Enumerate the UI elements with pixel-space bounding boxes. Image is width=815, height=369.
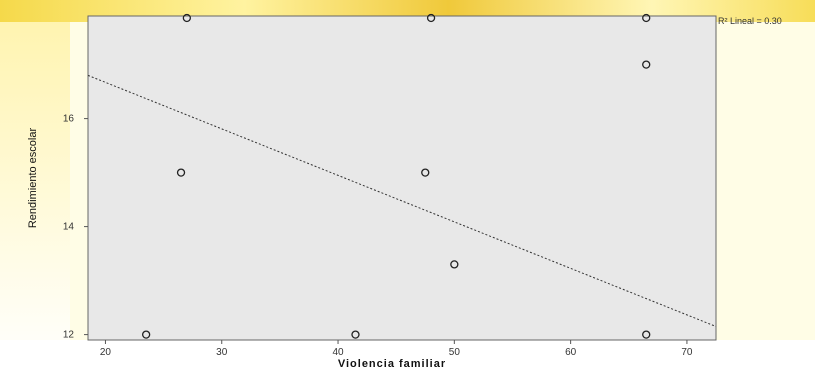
bottom-margin — [0, 340, 815, 369]
data-point — [351, 330, 360, 339]
data-point — [421, 168, 430, 177]
fit-line — [87, 74, 717, 327]
data-point — [450, 260, 459, 269]
data-point-clipped — [182, 13, 192, 23]
x-axis-ticks: 20 30 40 50 60 70 — [100, 340, 693, 358]
x-axis-title: Violencia familiar — [338, 358, 446, 369]
plot-area — [87, 15, 717, 341]
x-tick-label: 20 — [100, 347, 112, 358]
data-point-clipped — [426, 13, 436, 23]
x-tick-label: 40 — [332, 347, 344, 358]
x-tick-label: 70 — [681, 347, 693, 358]
data-point-clipped — [642, 13, 651, 23]
y-tick-label: 16 — [63, 114, 75, 125]
data-point — [176, 168, 186, 177]
data-points — [141, 13, 651, 339]
x-tick-label: 30 — [216, 347, 228, 358]
data-point — [642, 330, 651, 339]
data-point — [141, 330, 151, 339]
y-tick-label: 14 — [63, 222, 75, 233]
y-axis-ticks: 12 14 16 — [63, 114, 88, 341]
y-tick-label: 12 — [63, 330, 75, 341]
data-point — [642, 60, 651, 69]
y-axis-title: Rendimiento escolar — [27, 128, 39, 229]
x-tick-label: 60 — [565, 347, 577, 358]
x-tick-label: 50 — [449, 347, 461, 358]
legend-r2: R² Lineal = 0.30 — [718, 16, 782, 26]
watermark-band-left — [0, 22, 70, 369]
